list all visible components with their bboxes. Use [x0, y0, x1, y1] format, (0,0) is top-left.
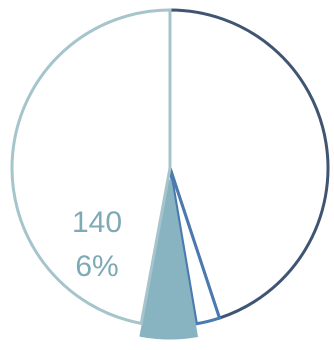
pie-labels: 140 6% [72, 206, 122, 283]
pie-slice-2 [168, 167, 222, 326]
pie-slice-4 [10, 8, 172, 326]
slice-percent-label: 6% [75, 250, 118, 283]
slice-value-label: 140 [72, 206, 122, 239]
pie-slice-1 [168, 8, 330, 320]
pie-slices [10, 8, 330, 340]
pie-slice-3 [139, 179, 199, 340]
